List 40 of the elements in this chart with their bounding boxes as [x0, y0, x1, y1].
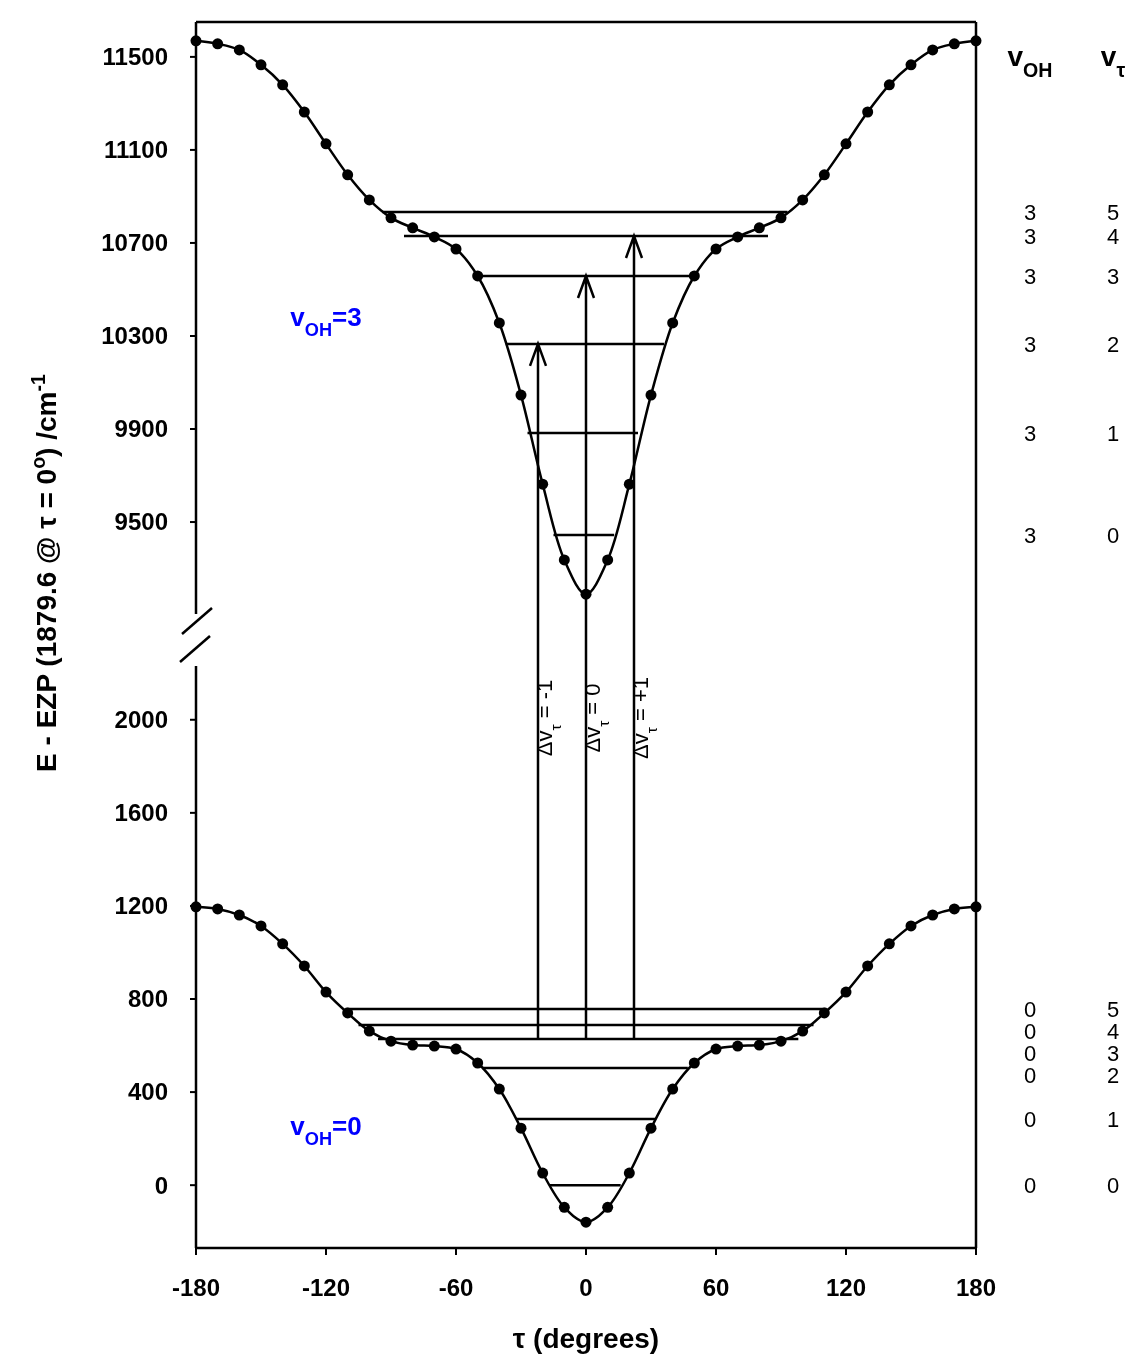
- text: 3: [1023, 223, 1037, 249]
- y-tick-label: 800: [127, 985, 168, 1013]
- y-tick-label: 10300: [101, 322, 168, 350]
- text: 2: [1106, 331, 1120, 357]
- annotation: v$_{OH}$=3: [290, 301, 362, 340]
- text: 1: [1106, 1106, 1120, 1132]
- x-tick-label: 120: [825, 1274, 867, 1301]
- text: 5: [1106, 199, 1120, 225]
- y-tick-label: 1200: [114, 892, 168, 920]
- y-tick-label: 0: [154, 1171, 168, 1199]
- y-tick-label: 400: [127, 1078, 168, 1106]
- text: 0: [1023, 1172, 1037, 1198]
- x-tick-label: -60: [438, 1274, 474, 1301]
- text: 3: [1023, 522, 1037, 548]
- x-tick-label: -180: [171, 1274, 221, 1301]
- y-tick-label: 11100: [103, 136, 168, 164]
- y-tick-label: 9500: [114, 508, 168, 536]
- text: 0: [1106, 522, 1120, 548]
- text: 3: [1023, 263, 1037, 289]
- y-tick-label: 9900: [114, 415, 168, 443]
- y-tick-label: 1600: [114, 799, 168, 827]
- text: 4: [1106, 223, 1120, 249]
- x-tick-label: 180: [955, 1274, 997, 1301]
- annotation: v$_{OH}$=0: [290, 1110, 362, 1149]
- text: v$_{OH}$: [1007, 41, 1053, 81]
- x-axis-title: τ (degrees): [512, 1323, 660, 1354]
- text: v$_{τ}$: [1100, 41, 1126, 81]
- text: 3: [1106, 263, 1120, 289]
- text: 3: [1023, 331, 1037, 357]
- y-tick-label: 11500: [102, 43, 168, 71]
- x-tick-label: 0: [579, 1274, 593, 1301]
- y-tick-label: 2000: [114, 706, 168, 734]
- text: 1: [1106, 420, 1120, 446]
- text: 3: [1023, 199, 1037, 225]
- x-tick-label: 60: [702, 1274, 730, 1301]
- x-tick-label: -120: [301, 1274, 351, 1301]
- text: 0: [1106, 1172, 1120, 1198]
- text: 3: [1023, 420, 1037, 446]
- y-tick-label: 10700: [101, 229, 168, 257]
- text: 0: [1023, 1106, 1037, 1132]
